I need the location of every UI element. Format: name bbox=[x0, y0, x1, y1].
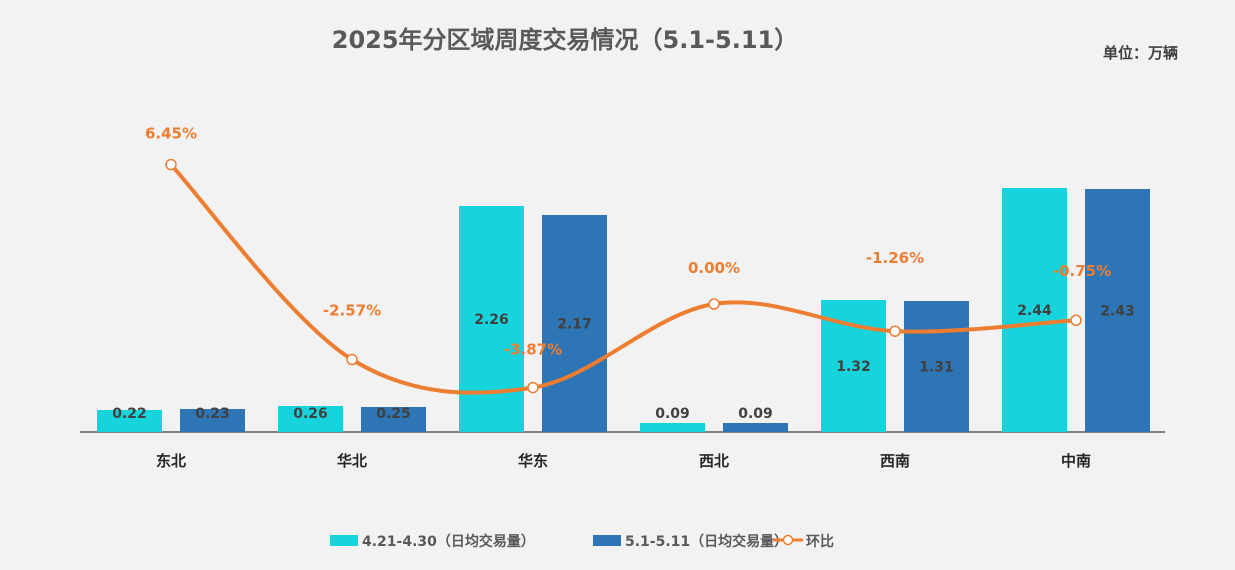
line-series-3 bbox=[169, 163, 1077, 395]
legend-label-series-2: 5.1-5.11（日均交易量） bbox=[625, 533, 788, 550]
legend: 4.21-4.30（日均交易量） 5.1-5.11（日均交易量） 环比 bbox=[330, 533, 834, 550]
bar-value-label: 2.26 bbox=[474, 312, 509, 328]
bar-value-label: 0.25 bbox=[376, 406, 411, 422]
line-value-label: 6.45% bbox=[145, 125, 197, 143]
bar-series-2 bbox=[1085, 189, 1150, 432]
line-value-label: 0.00% bbox=[688, 259, 740, 277]
line-point bbox=[527, 381, 539, 394]
bar-value-label: 0.26 bbox=[293, 406, 328, 422]
line-value-label: -2.57% bbox=[323, 302, 381, 320]
bar-value-label: 2.44 bbox=[1017, 303, 1052, 319]
bar-series-2 bbox=[723, 423, 788, 432]
legend-marker-series-3 bbox=[782, 534, 794, 546]
line-value-label: -1.26% bbox=[866, 249, 924, 267]
legend-swatch-series-1 bbox=[330, 535, 358, 546]
x-tick-label: 华东 bbox=[518, 452, 548, 470]
bar-series-1 bbox=[640, 423, 705, 432]
bar-value-label: 2.43 bbox=[1100, 304, 1135, 320]
x-tick-label: 华北 bbox=[337, 452, 367, 470]
line-point bbox=[165, 158, 177, 171]
unit-label: 单位：万辆 bbox=[1103, 44, 1178, 62]
x-tick-label: 西北 bbox=[699, 452, 729, 470]
line-value-label: -0.75% bbox=[1053, 262, 1111, 280]
x-tick-label: 西南 bbox=[880, 452, 910, 470]
bar-value-label: 2.17 bbox=[557, 317, 592, 333]
bar-series-1 bbox=[1002, 188, 1067, 432]
line-point bbox=[708, 298, 720, 310]
legend-label-series-3: 环比 bbox=[806, 533, 834, 550]
bar-value-label: 0.23 bbox=[195, 406, 230, 422]
legend-label-series-1: 4.21-4.30（日均交易量） bbox=[362, 533, 535, 550]
bar-series-2 bbox=[361, 407, 426, 432]
line-point bbox=[1070, 314, 1082, 326]
bar-value-label: 1.31 bbox=[919, 360, 954, 376]
legend-swatch-series-2 bbox=[593, 535, 621, 546]
bar-value-label: 1.32 bbox=[836, 359, 871, 375]
bar-value-label: 0.09 bbox=[655, 406, 690, 422]
line-point bbox=[346, 353, 358, 366]
chart-title: 2025年分区域周度交易情况（5.1-5.11） bbox=[332, 26, 799, 54]
x-tick-label: 东北 bbox=[156, 452, 186, 470]
bar-series-1 bbox=[278, 406, 343, 432]
bar-series-2 bbox=[180, 409, 245, 432]
bar-series-1 bbox=[97, 410, 162, 432]
line-point bbox=[889, 325, 901, 337]
bar-value-label: 0.22 bbox=[112, 406, 147, 422]
line-value-label: -3.87% bbox=[504, 341, 562, 359]
x-tick-label: 中南 bbox=[1061, 452, 1091, 470]
bar-series-2 bbox=[542, 215, 607, 432]
bar-value-label: 0.09 bbox=[738, 406, 773, 422]
bar-series-2 bbox=[904, 301, 969, 432]
